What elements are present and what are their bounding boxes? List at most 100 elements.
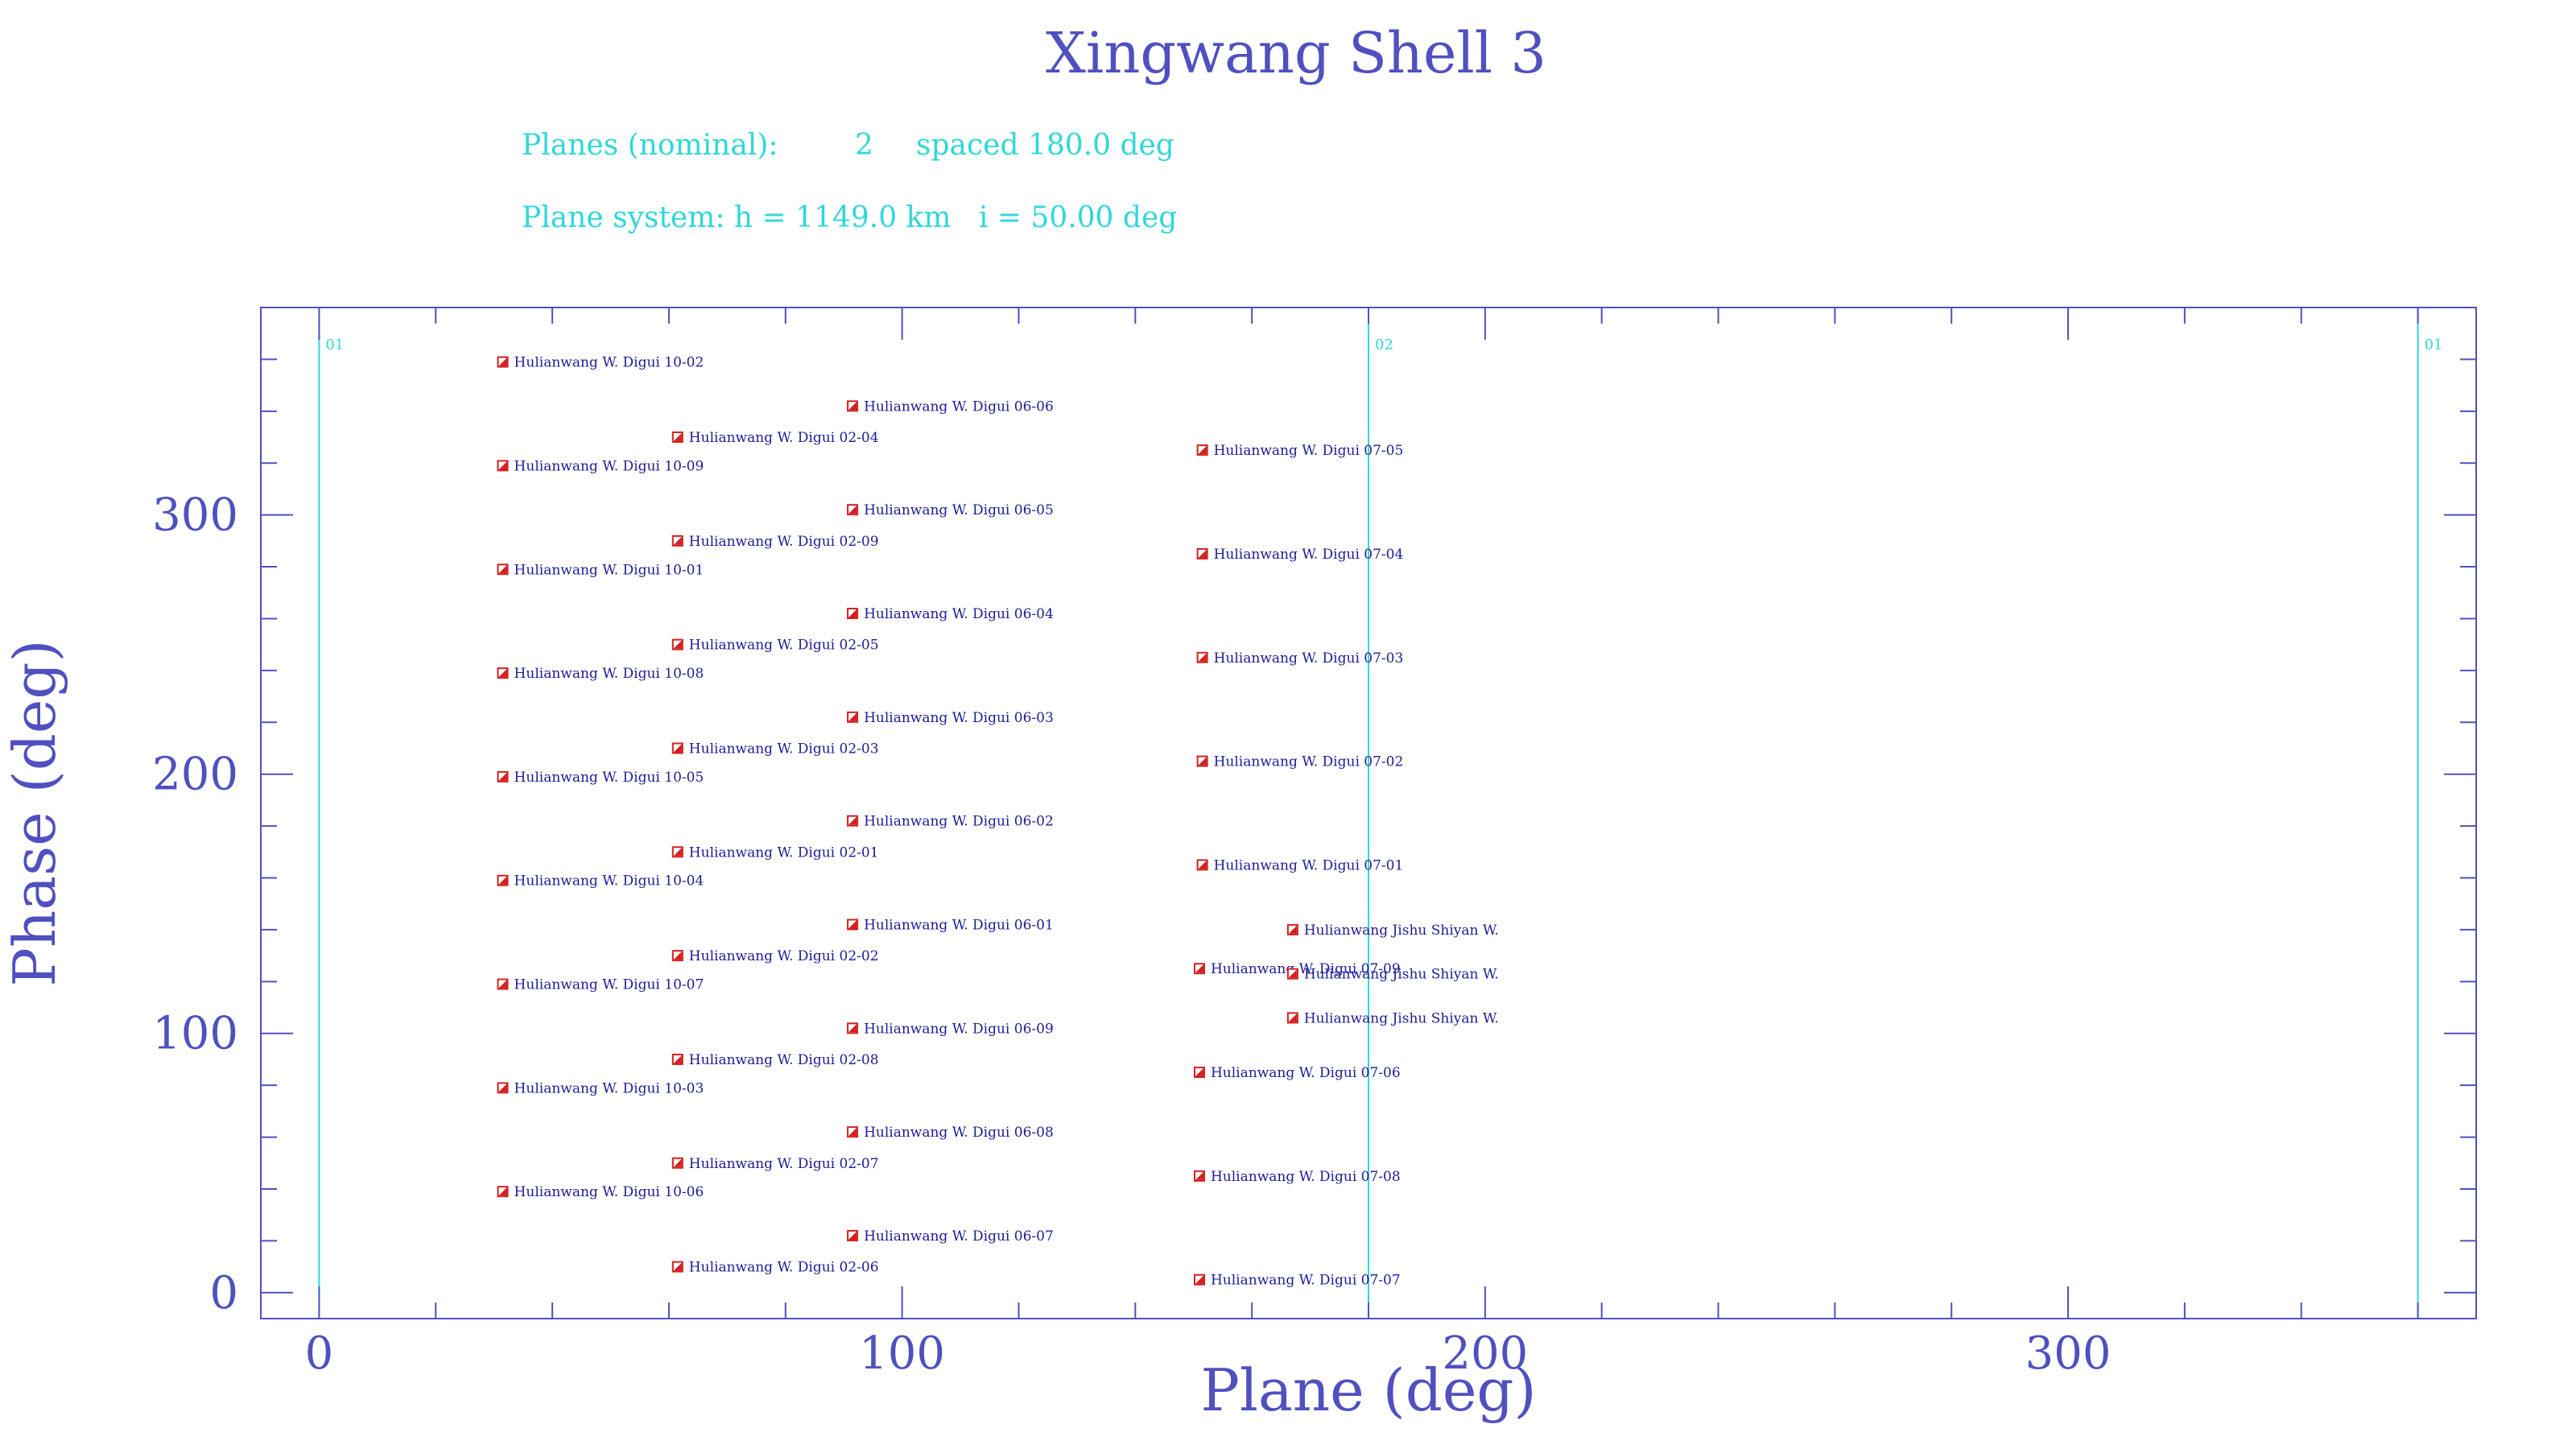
satellite-point: Hulianwang W. Digui 06-08 bbox=[847, 1125, 1054, 1141]
satellite-point: Hulianwang W. Digui 06-06 bbox=[847, 398, 1054, 415]
x-tick-label: 200 bbox=[1442, 1327, 1528, 1380]
satellite-label: Hulianwang W. Digui 06-06 bbox=[864, 398, 1054, 415]
satellite-marker-fill bbox=[498, 669, 507, 678]
satellite-label: Hulianwang W. Digui 06-07 bbox=[864, 1228, 1054, 1245]
satellite-marker-fill bbox=[848, 1024, 857, 1033]
satellite-point: Hulianwang W. Digui 02-08 bbox=[671, 1052, 879, 1068]
satellite-point: Hulianwang W. Digui 07-07 bbox=[1193, 1273, 1401, 1289]
y-axis-label: Phase (deg) bbox=[1, 639, 68, 986]
satellite-marker-fill bbox=[673, 433, 682, 442]
satellite-label: Hulianwang W. Digui 10-04 bbox=[514, 873, 704, 890]
satellite-label: Hulianwang W. Digui 10-06 bbox=[514, 1184, 704, 1200]
satellite-marker-fill bbox=[1195, 964, 1203, 973]
satellite-point: Hulianwang W. Digui 07-09 bbox=[1193, 961, 1401, 977]
satellite-marker-fill bbox=[848, 609, 857, 618]
satellite-point: Hulianwang W. Digui 02-09 bbox=[671, 534, 879, 550]
satellite-point: Hulianwang W. Digui 02-03 bbox=[671, 741, 879, 757]
satellite-marker-fill bbox=[1288, 969, 1297, 978]
satellite-point: Hulianwang W. Digui 10-07 bbox=[497, 977, 704, 993]
satellite-marker-fill bbox=[498, 980, 507, 989]
satellite-label: Hulianwang W. Digui 02-01 bbox=[689, 844, 879, 861]
satellite-marker-fill bbox=[848, 1128, 857, 1137]
satellite-label: Hulianwang W. Digui 10-03 bbox=[514, 1080, 704, 1096]
satellite-marker-fill bbox=[848, 1231, 857, 1240]
satellite-label: Hulianwang W. Digui 06-08 bbox=[864, 1125, 1054, 1141]
satellite-label: Hulianwang W. Digui 07-07 bbox=[1211, 1273, 1401, 1289]
x-axis-label: Plane (deg) bbox=[1200, 1356, 1536, 1424]
satellite-label: Hulianwang W. Digui 10-07 bbox=[514, 977, 704, 993]
satellite-point: Hulianwang W. Digui 07-03 bbox=[1196, 650, 1403, 667]
satellite-marker-fill bbox=[848, 816, 857, 825]
satellite-point: Hulianwang W. Digui 10-05 bbox=[497, 770, 704, 786]
satellite-marker-fill bbox=[1195, 1275, 1203, 1284]
plane-lines: 01 02 01 bbox=[318, 308, 2442, 1319]
satellite-marker-fill bbox=[1195, 1171, 1203, 1180]
satellite-marker-fill bbox=[1198, 446, 1207, 455]
satellite-point: Hulianwang W. Digui 02-05 bbox=[671, 638, 879, 654]
satellite-label: Hulianwang Jishu Shiyan W. bbox=[1304, 923, 1499, 939]
satellite-label: Hulianwang W. Digui 07-08 bbox=[1211, 1169, 1401, 1185]
satellite-point: Hulianwang W. Digui 06-02 bbox=[847, 814, 1054, 830]
satellite-marker-fill bbox=[498, 876, 507, 885]
satellite-marker-fill bbox=[1288, 925, 1297, 934]
satellite-point: Hulianwang W. Digui 10-08 bbox=[497, 666, 704, 682]
y-tick-label: 100 bbox=[152, 1008, 238, 1060]
y-tick-label: 200 bbox=[152, 749, 238, 801]
satellite-point: Hulianwang W. Digui 10-03 bbox=[497, 1080, 704, 1096]
satellite-point: Hulianwang W. Digui 07-05 bbox=[1196, 443, 1404, 459]
satellite-label: Hulianwang W. Digui 06-05 bbox=[864, 502, 1054, 518]
satellite-point: Hulianwang W. Digui 10-01 bbox=[497, 562, 704, 578]
axis-ticks: 0 100 200 300 0 100 200 300 bbox=[152, 307, 2476, 1380]
chart-title: Xingwang Shell 3 bbox=[1046, 20, 1546, 86]
satellite-label: Hulianwang W. Digui 06-02 bbox=[864, 814, 1054, 830]
satellite-marker-fill bbox=[1198, 653, 1207, 662]
planes-spacing: spaced 180.0 deg bbox=[916, 129, 1174, 162]
satellite-point: Hulianwang W. Digui 07-01 bbox=[1196, 857, 1403, 873]
satellite-label: Hulianwang W. Digui 02-05 bbox=[689, 638, 879, 654]
satellite-marker-fill bbox=[848, 712, 857, 721]
satellite-marker-fill bbox=[673, 1158, 682, 1167]
satellite-marker-fill bbox=[498, 461, 507, 470]
satellite-label: Hulianwang W. Digui 10-09 bbox=[514, 458, 704, 474]
satellite-marker-fill bbox=[673, 536, 682, 545]
plane-label: 01 bbox=[325, 336, 344, 353]
satellite-point: Hulianwang Jishu Shiyan W. bbox=[1286, 967, 1499, 983]
satellite-point: Hulianwang W. Digui 06-09 bbox=[847, 1021, 1054, 1037]
satellite-marker-fill bbox=[848, 920, 857, 929]
plane-label: 02 bbox=[1375, 336, 1393, 353]
satellite-label: Hulianwang W. Digui 06-01 bbox=[864, 917, 1054, 933]
satellite-marker-fill bbox=[673, 744, 682, 753]
satellite-point: Hulianwang W. Digui 07-08 bbox=[1193, 1169, 1401, 1185]
satellite-label: Hulianwang W. Digui 06-04 bbox=[864, 606, 1054, 622]
satellite-marker-fill bbox=[498, 1187, 507, 1196]
satellite-marker-fill bbox=[498, 565, 507, 574]
satellite-point: Hulianwang W. Digui 06-04 bbox=[847, 606, 1054, 622]
satellite-label: Hulianwang W. Digui 02-06 bbox=[689, 1260, 879, 1276]
satellite-label: Hulianwang W. Digui 06-03 bbox=[864, 710, 1054, 726]
satellite-marker-fill bbox=[1198, 757, 1207, 766]
satellite-point: Hulianwang W. Digui 07-04 bbox=[1196, 547, 1404, 563]
satellite-marker-fill bbox=[1195, 1068, 1203, 1077]
satellite-point: Hulianwang W. Digui 02-06 bbox=[671, 1260, 879, 1276]
satellite-marker-fill bbox=[673, 952, 682, 960]
planes-count: 2 bbox=[855, 129, 873, 162]
satellite-point: Hulianwang W. Digui 06-07 bbox=[847, 1228, 1054, 1245]
satellite-marker-fill bbox=[673, 640, 682, 649]
satellite-point: Hulianwang Jishu Shiyan W. bbox=[1286, 1010, 1499, 1026]
satellite-marker-fill bbox=[1198, 549, 1207, 558]
satellite-label: Hulianwang W. Digui 10-01 bbox=[514, 562, 704, 578]
satellite-point: Hulianwang W. Digui 02-04 bbox=[671, 430, 879, 446]
satellite-label: Hulianwang W. Digui 07-04 bbox=[1214, 547, 1404, 563]
satellite-label: Hulianwang W. Digui 07-09 bbox=[1211, 961, 1401, 977]
satellite-label: Hulianwang W. Digui 07-05 bbox=[1214, 443, 1404, 459]
satellite-label: Hulianwang W. Digui 02-04 bbox=[689, 430, 879, 446]
satellite-label: Hulianwang W. Digui 10-05 bbox=[514, 770, 704, 786]
satellite-marker-fill bbox=[673, 1262, 682, 1271]
satellite-point: Hulianwang W. Digui 10-04 bbox=[497, 873, 704, 890]
satellite-point: Hulianwang Jishu Shiyan W. bbox=[1286, 923, 1499, 939]
satellite-label: Hulianwang W. Digui 10-08 bbox=[514, 666, 704, 682]
satellite-label: Hulianwang Jishu Shiyan W. bbox=[1304, 1010, 1499, 1026]
satellite-label: Hulianwang W. Digui 07-06 bbox=[1211, 1065, 1401, 1081]
satellite-marker-fill bbox=[848, 506, 857, 514]
x-tick-label: 100 bbox=[859, 1327, 945, 1380]
